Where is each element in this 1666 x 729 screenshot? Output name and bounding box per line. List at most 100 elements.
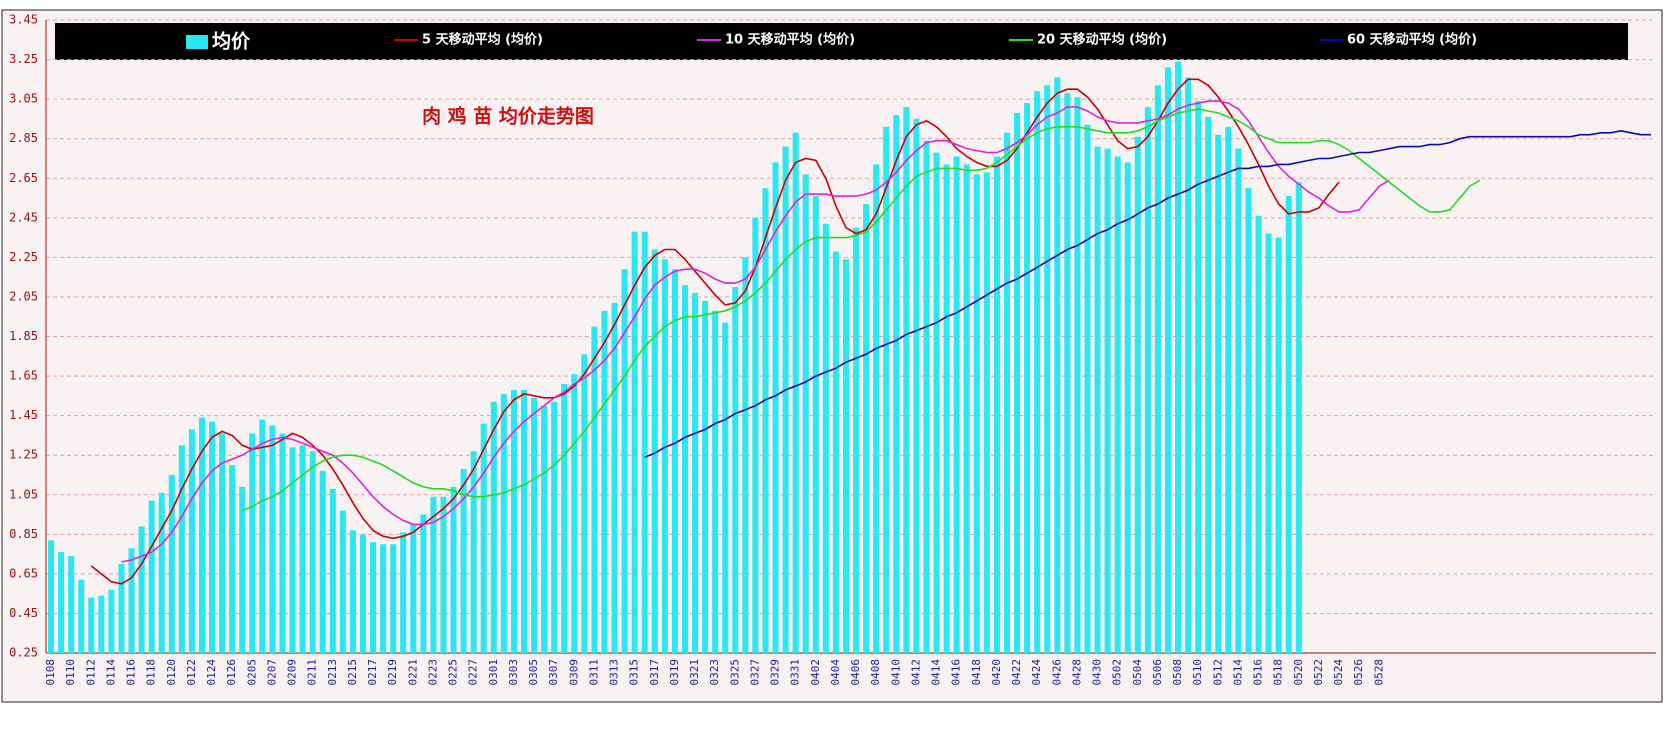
bar — [1104, 148, 1111, 653]
bar — [249, 433, 256, 653]
bar — [732, 287, 739, 653]
bar — [470, 451, 477, 653]
x-tick-label: 0506 — [1151, 659, 1164, 686]
bar — [531, 397, 538, 653]
bar — [1024, 103, 1031, 654]
bar — [571, 374, 578, 653]
x-tick-label: 0528 — [1372, 659, 1385, 686]
y-tick-label: 0.25 — [9, 646, 38, 660]
bar — [551, 401, 558, 653]
bar — [58, 552, 65, 653]
bar — [178, 445, 185, 653]
x-tick-label: 0404 — [829, 659, 842, 686]
x-tick-label: 0410 — [889, 659, 902, 686]
bar — [138, 526, 145, 653]
bar — [128, 548, 135, 653]
bar — [671, 269, 678, 653]
bar — [309, 451, 316, 653]
bar — [319, 471, 326, 653]
bar — [239, 486, 246, 653]
bar — [440, 496, 447, 653]
bar — [188, 429, 195, 653]
x-tick-label: 0309 — [567, 659, 580, 686]
bar — [863, 203, 870, 653]
x-tick-label: 0406 — [849, 659, 862, 686]
y-tick-label: 3.05 — [9, 92, 38, 106]
x-tick-label: 0317 — [648, 659, 661, 686]
y-tick-label: 2.85 — [9, 131, 38, 145]
bar — [963, 164, 970, 653]
x-tick-label: 0319 — [668, 659, 681, 686]
x-tick-label: 0311 — [587, 659, 600, 686]
bar — [520, 389, 527, 653]
bar — [460, 469, 467, 653]
x-tick-label: 0120 — [165, 659, 178, 686]
x-tick-label: 0416 — [950, 659, 963, 686]
bar — [1094, 146, 1101, 653]
legend-label: 均价 — [212, 30, 251, 53]
bar — [299, 445, 306, 653]
y-tick-label: 1.85 — [9, 329, 38, 343]
x-tick-label: 0116 — [125, 659, 138, 686]
x-tick-label: 0307 — [547, 659, 560, 686]
bar — [88, 597, 95, 653]
y-tick-label: 2.05 — [9, 289, 38, 303]
x-tick-label: 0524 — [1332, 659, 1345, 686]
bar — [621, 269, 628, 653]
x-tick-label: 0412 — [909, 659, 922, 686]
bar — [812, 196, 819, 653]
bar — [651, 249, 658, 653]
x-tick-label: 0430 — [1091, 659, 1104, 686]
y-tick-label: 2.25 — [9, 250, 38, 264]
y-tick-label: 0.65 — [9, 566, 38, 580]
y-tick-label: 3.45 — [9, 13, 38, 27]
y-tick-label: 1.25 — [9, 448, 38, 462]
legend-label: 5 天移动平均 (均价) — [422, 32, 543, 48]
bar — [510, 389, 517, 653]
bar — [480, 423, 487, 653]
bar — [450, 486, 457, 653]
bar — [762, 188, 769, 653]
x-tick-label: 0303 — [507, 659, 520, 686]
bar — [772, 162, 779, 654]
bar — [1154, 85, 1161, 653]
bar — [229, 465, 236, 653]
x-tick-label: 0502 — [1111, 659, 1124, 686]
x-tick-label: 0325 — [728, 659, 741, 686]
bar — [631, 231, 638, 654]
x-tick-label: 0315 — [628, 659, 641, 686]
bar — [1215, 134, 1222, 653]
y-tick-label: 3.25 — [9, 52, 38, 66]
bar — [1034, 91, 1041, 653]
x-tick-label: 0213 — [326, 659, 339, 686]
bar — [983, 172, 990, 654]
x-tick-label: 0114 — [104, 659, 117, 686]
x-tick-label: 0504 — [1131, 659, 1144, 686]
x-tick-label: 0323 — [708, 659, 721, 686]
bar — [1285, 196, 1292, 653]
bar — [873, 164, 880, 653]
bar — [832, 251, 839, 654]
legend-label: 20 天移动平均 (均价) — [1037, 32, 1167, 48]
x-tick-label: 0522 — [1312, 659, 1325, 686]
bar — [1124, 162, 1131, 654]
bar — [209, 421, 216, 653]
x-tick-label: 0331 — [789, 659, 802, 686]
bar — [1255, 215, 1262, 653]
x-tick-label: 0321 — [688, 659, 701, 686]
legend-swatch — [186, 35, 208, 49]
y-tick-label: 1.45 — [9, 408, 38, 422]
bar — [329, 488, 336, 653]
x-tick-label: 0118 — [145, 659, 158, 686]
x-tick-label: 0426 — [1050, 659, 1063, 686]
bar — [973, 174, 980, 653]
bar — [953, 156, 960, 653]
bar — [1225, 126, 1232, 654]
bar — [420, 514, 427, 653]
chart-frame — [1, 9, 1663, 703]
bar — [752, 217, 759, 653]
bar — [883, 126, 890, 654]
bar — [279, 433, 286, 653]
x-tick-label: 0420 — [990, 659, 1003, 686]
